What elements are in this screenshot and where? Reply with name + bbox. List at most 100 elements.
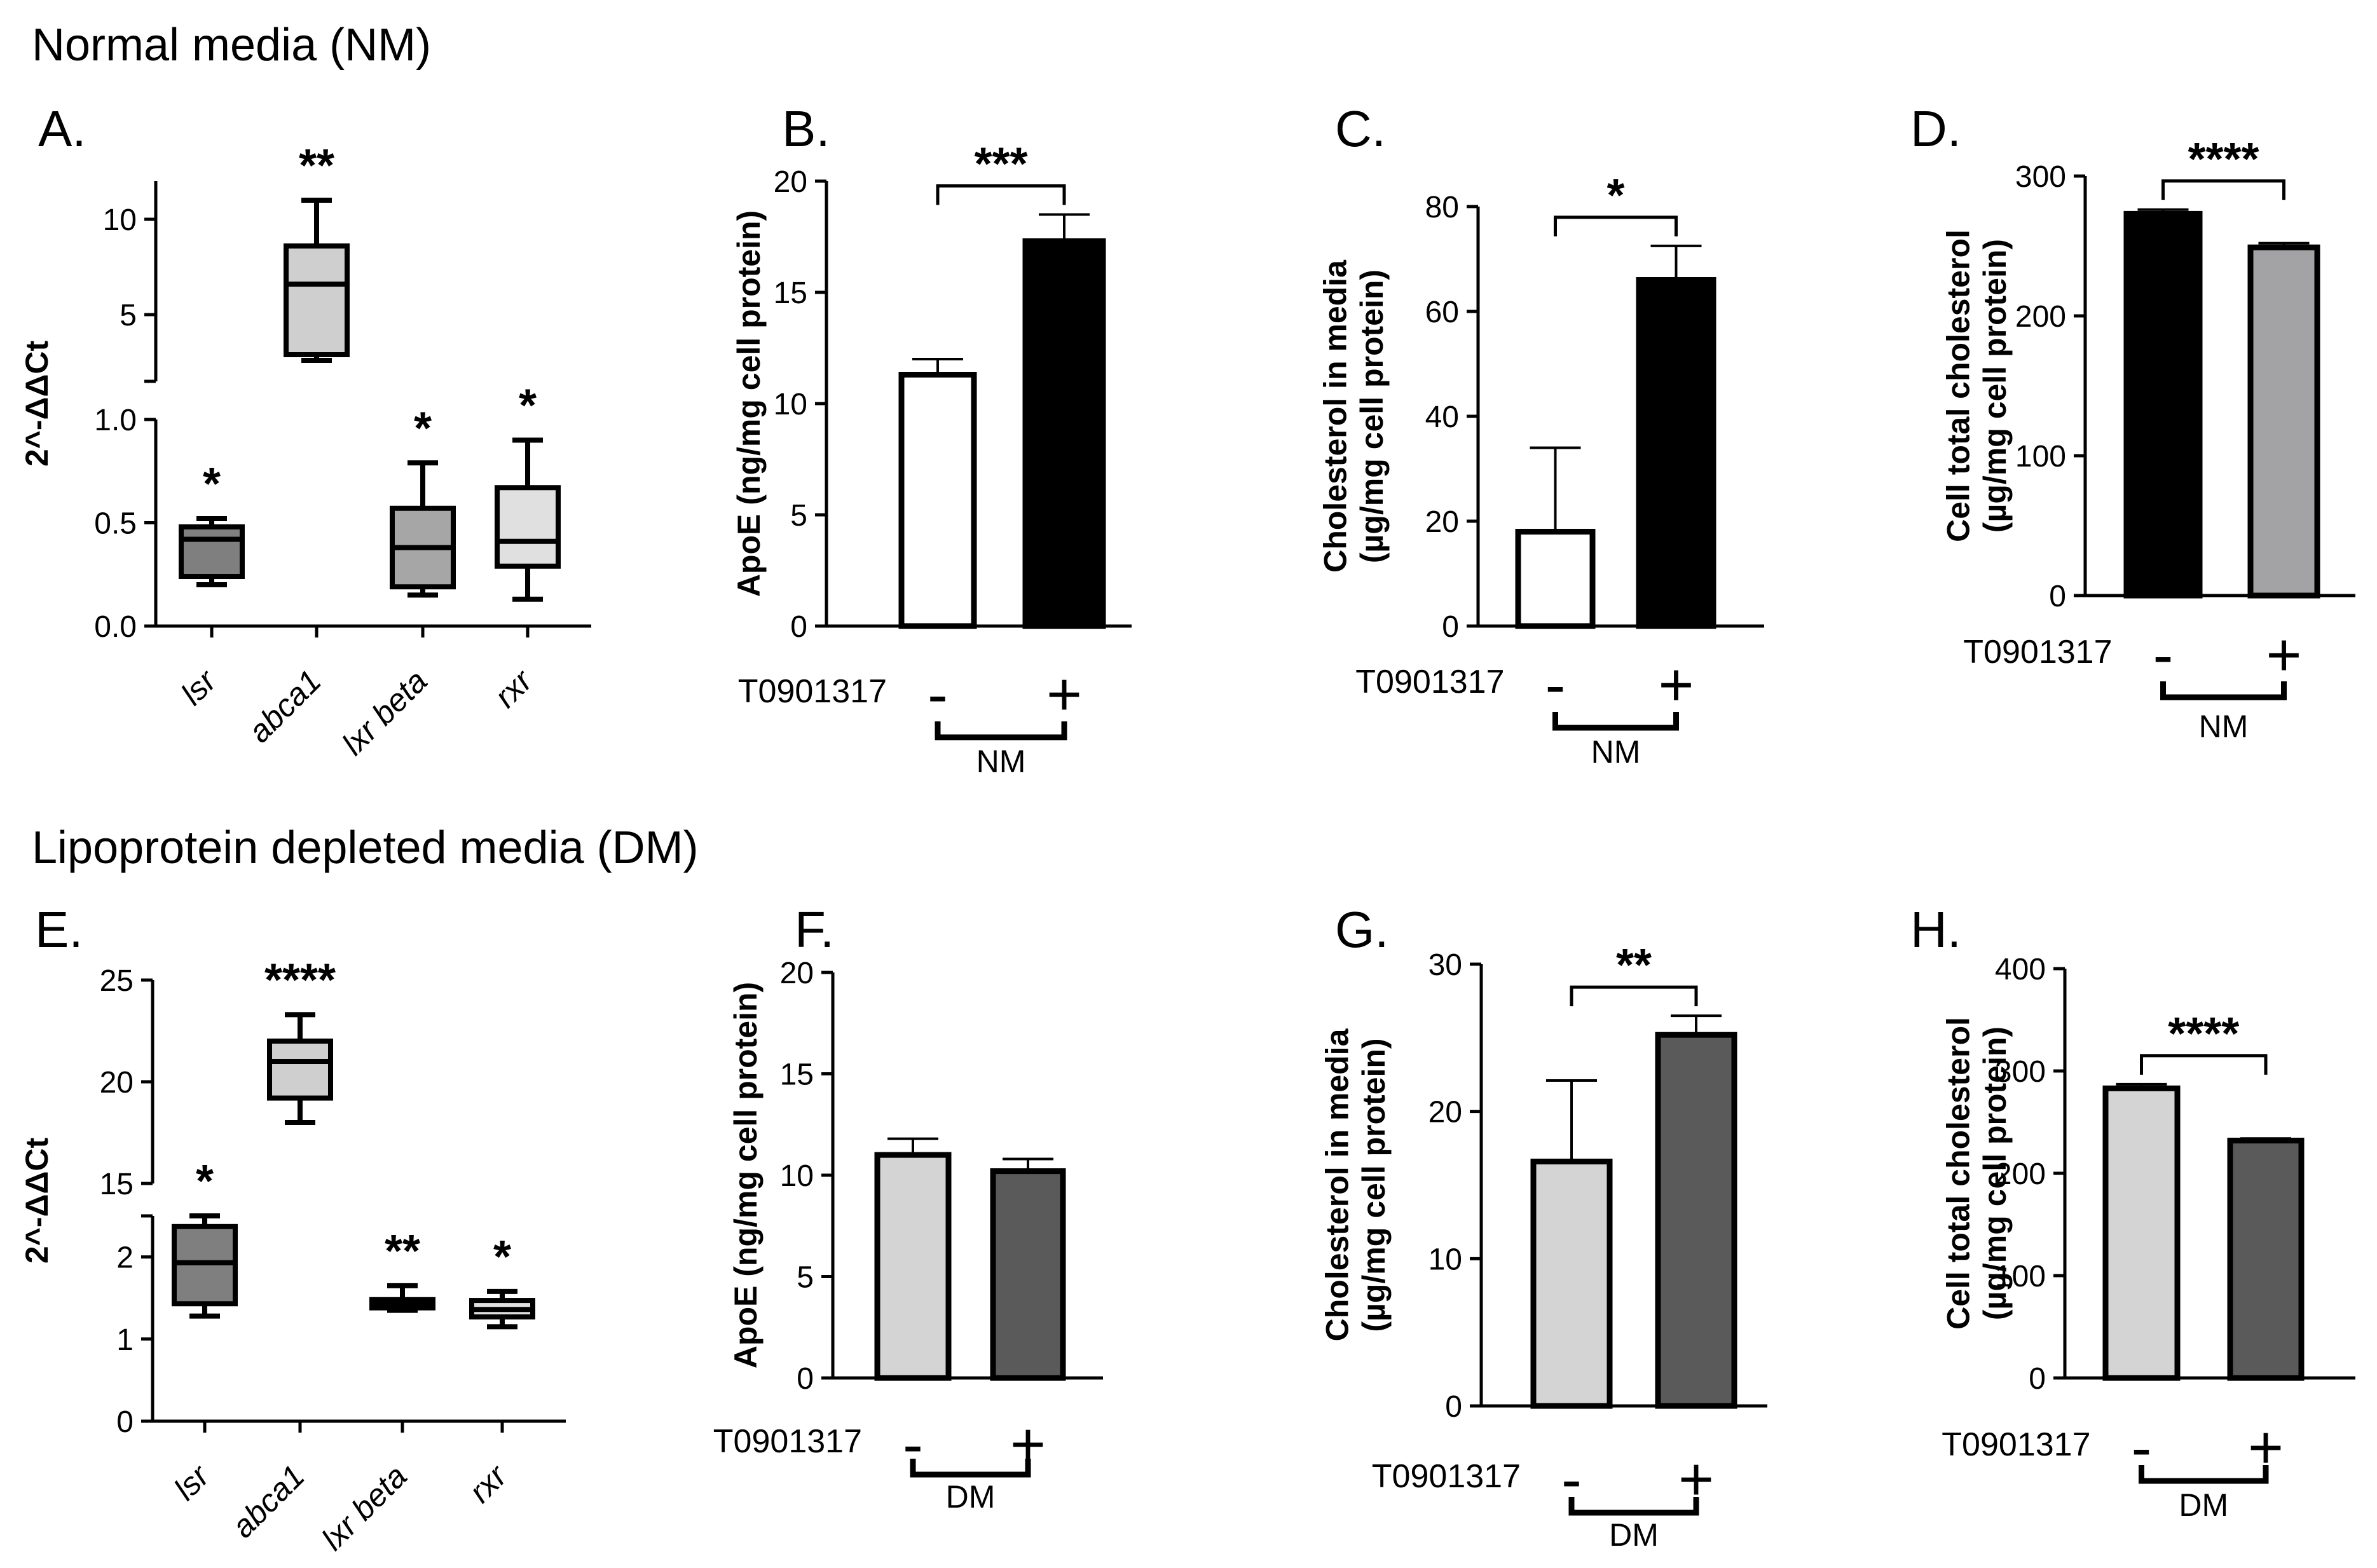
- bar-plus: [990, 1168, 1066, 1381]
- section-title-dm: Lipoprotein depleted media (DM): [32, 822, 699, 873]
- y-tick-label: 100: [1995, 1260, 2046, 1293]
- group-bracket: [910, 1459, 1031, 1478]
- minus-sign: -: [1545, 651, 1566, 719]
- y-axis-label: 2^-ΔΔCt: [19, 1138, 55, 1264]
- y-tick-label: 300: [2015, 160, 2066, 194]
- y-tick-label: 10: [774, 388, 807, 421]
- panel-e: E. 0 1 2 15 20 25 2^-ΔΔCt * lsr **** abca1 ** lxr bet…: [19, 901, 566, 1557]
- panel-letter: E.: [35, 901, 83, 958]
- y-axis-label-line: (µg/mg cell protein): [1977, 1026, 2013, 1320]
- y-tick-label: 20: [100, 1066, 134, 1100]
- bar-minus: [2123, 210, 2203, 599]
- bar-minus: [1515, 529, 1596, 629]
- panel-letter: B.: [782, 100, 830, 157]
- bar-plus: [1636, 277, 1716, 629]
- y-tick-label: 0: [1442, 610, 1459, 644]
- y-tick-label: 0: [2029, 1362, 2046, 1396]
- bar-plus: [2227, 1137, 2305, 1381]
- y-tick-label: 1: [116, 1323, 134, 1357]
- y-tick-label: 0: [797, 1362, 814, 1396]
- y-tick-label: 5: [790, 499, 807, 533]
- y-axis-label: Cholesterol in media(µg/mg cell protein): [1318, 259, 1390, 573]
- y-axis-label-line: (µg/mg cell protein): [1356, 1038, 1392, 1332]
- treatment-label: T0901317: [1372, 1458, 1521, 1495]
- y-tick-label: 2: [116, 1241, 134, 1275]
- y-tick-label: 60: [1425, 296, 1459, 329]
- bar-minus: [1530, 1158, 1613, 1409]
- y-tick-label: 20: [774, 165, 807, 199]
- significance-stars: *: [1606, 170, 1624, 221]
- minus-sign: -: [2153, 621, 2174, 689]
- y-tick-label: 15: [774, 276, 807, 310]
- significance-stars: *: [414, 403, 432, 454]
- y-tick-label: 200: [1995, 1157, 2046, 1191]
- y-tick-label: 5: [120, 299, 137, 332]
- significance-stars: *: [493, 1232, 511, 1283]
- group-label: DM: [2179, 1487, 2228, 1523]
- significance-stars: ****: [2188, 134, 2259, 185]
- box-iqr: [284, 243, 350, 357]
- y-axis-label-line: ApoE (ng/mg cell protein): [731, 210, 767, 597]
- plus-sign: +: [1658, 651, 1694, 719]
- panel-letter: G.: [1335, 901, 1388, 958]
- y-axis-label: ApoE (ng/mg cell protein): [731, 210, 767, 597]
- y-axis-label-line: Cholesterol in media: [1318, 259, 1353, 573]
- box-abca1: **** abca1: [225, 955, 336, 1544]
- y-tick-label: 10: [103, 203, 137, 237]
- treatment-label: T0901317: [1355, 664, 1504, 700]
- group-label: DM: [946, 1479, 996, 1515]
- treatment-label: T0901317: [1963, 634, 2112, 671]
- significance-stars: *: [519, 381, 537, 432]
- y-tick-label: 20: [780, 957, 814, 990]
- box-lsr: * lsr: [174, 459, 245, 712]
- y-tick-label: 80: [1425, 191, 1459, 224]
- box-iqr: [267, 1039, 333, 1101]
- bar-plus: [2247, 244, 2320, 599]
- y-axis-label: 2^-ΔΔCt: [19, 341, 55, 467]
- panel-letter: F.: [795, 901, 834, 958]
- y-tick-label: 20: [1425, 505, 1459, 539]
- panel-c: C. 0 20 40 60 80 Cholesterol in media(µg/mg ce…: [1318, 100, 1764, 770]
- y-axis-label-line: (µg/mg cell protein): [1354, 269, 1390, 563]
- panel-letter: C.: [1335, 100, 1386, 157]
- box-lxr-beta: * lxr beta: [335, 403, 456, 762]
- y-axis-label: Cell total cholesterol(µg/mg cell protei…: [1941, 1017, 2013, 1330]
- box-iqr: [179, 524, 245, 579]
- significance-stars: *: [203, 459, 221, 510]
- y-tick-label: 10: [1428, 1243, 1462, 1276]
- significance-bracket: [2140, 1054, 2268, 1075]
- y-tick-label: 5: [797, 1261, 814, 1295]
- y-tick-label: 0: [790, 610, 807, 644]
- y-axis-label-line: Cell total cholesterol: [1941, 1017, 1976, 1330]
- y-tick-label: 20: [1428, 1096, 1462, 1129]
- category-label: lxr beta: [335, 663, 434, 762]
- plus-sign: +: [1046, 660, 1082, 728]
- treatment-label: T0901317: [713, 1423, 862, 1460]
- minus-sign: -: [928, 660, 948, 728]
- y-axis-label-line: Cholesterol in media: [1320, 1028, 1355, 1341]
- panel-h: H. 0 100 200 300 400 Cell total cholesterol(µg…: [1910, 901, 2355, 1523]
- bar-minus: [2102, 1085, 2181, 1381]
- panel-letter: H.: [1910, 901, 1961, 958]
- y-tick-label: 400: [1995, 953, 2046, 986]
- panel-a: A. 0.0 0.5 1.0 5 10 2^-ΔΔCt * lsr ** abca1 * lxr bet…: [19, 100, 591, 762]
- section-title-nm: Normal media (NM): [32, 20, 431, 71]
- y-tick-label: 40: [1425, 400, 1459, 434]
- significance-bracket: [1570, 985, 1698, 1007]
- y-tick-label: 0: [2049, 580, 2066, 613]
- significance-stars: ***: [974, 139, 1027, 190]
- significance-stars: **: [1616, 940, 1652, 991]
- box-abca1: ** abca1: [242, 140, 350, 749]
- significance-stars: **: [385, 1226, 420, 1277]
- y-axis-label-line: ApoE (ng/mg cell protein): [728, 982, 764, 1368]
- group-label: DM: [1609, 1517, 1659, 1553]
- bar-plus: [1655, 1032, 1737, 1409]
- panel-f: F. 0 5 10 15 20 ApoE (ng/mg cell protein) T0901…: [713, 901, 1103, 1515]
- category-label: lxr beta: [315, 1458, 414, 1557]
- significance-bracket: [2161, 179, 2285, 200]
- significance-stars: ****: [2168, 1009, 2239, 1060]
- group-bracket: [2160, 681, 2287, 700]
- category-label: abca1: [242, 663, 328, 749]
